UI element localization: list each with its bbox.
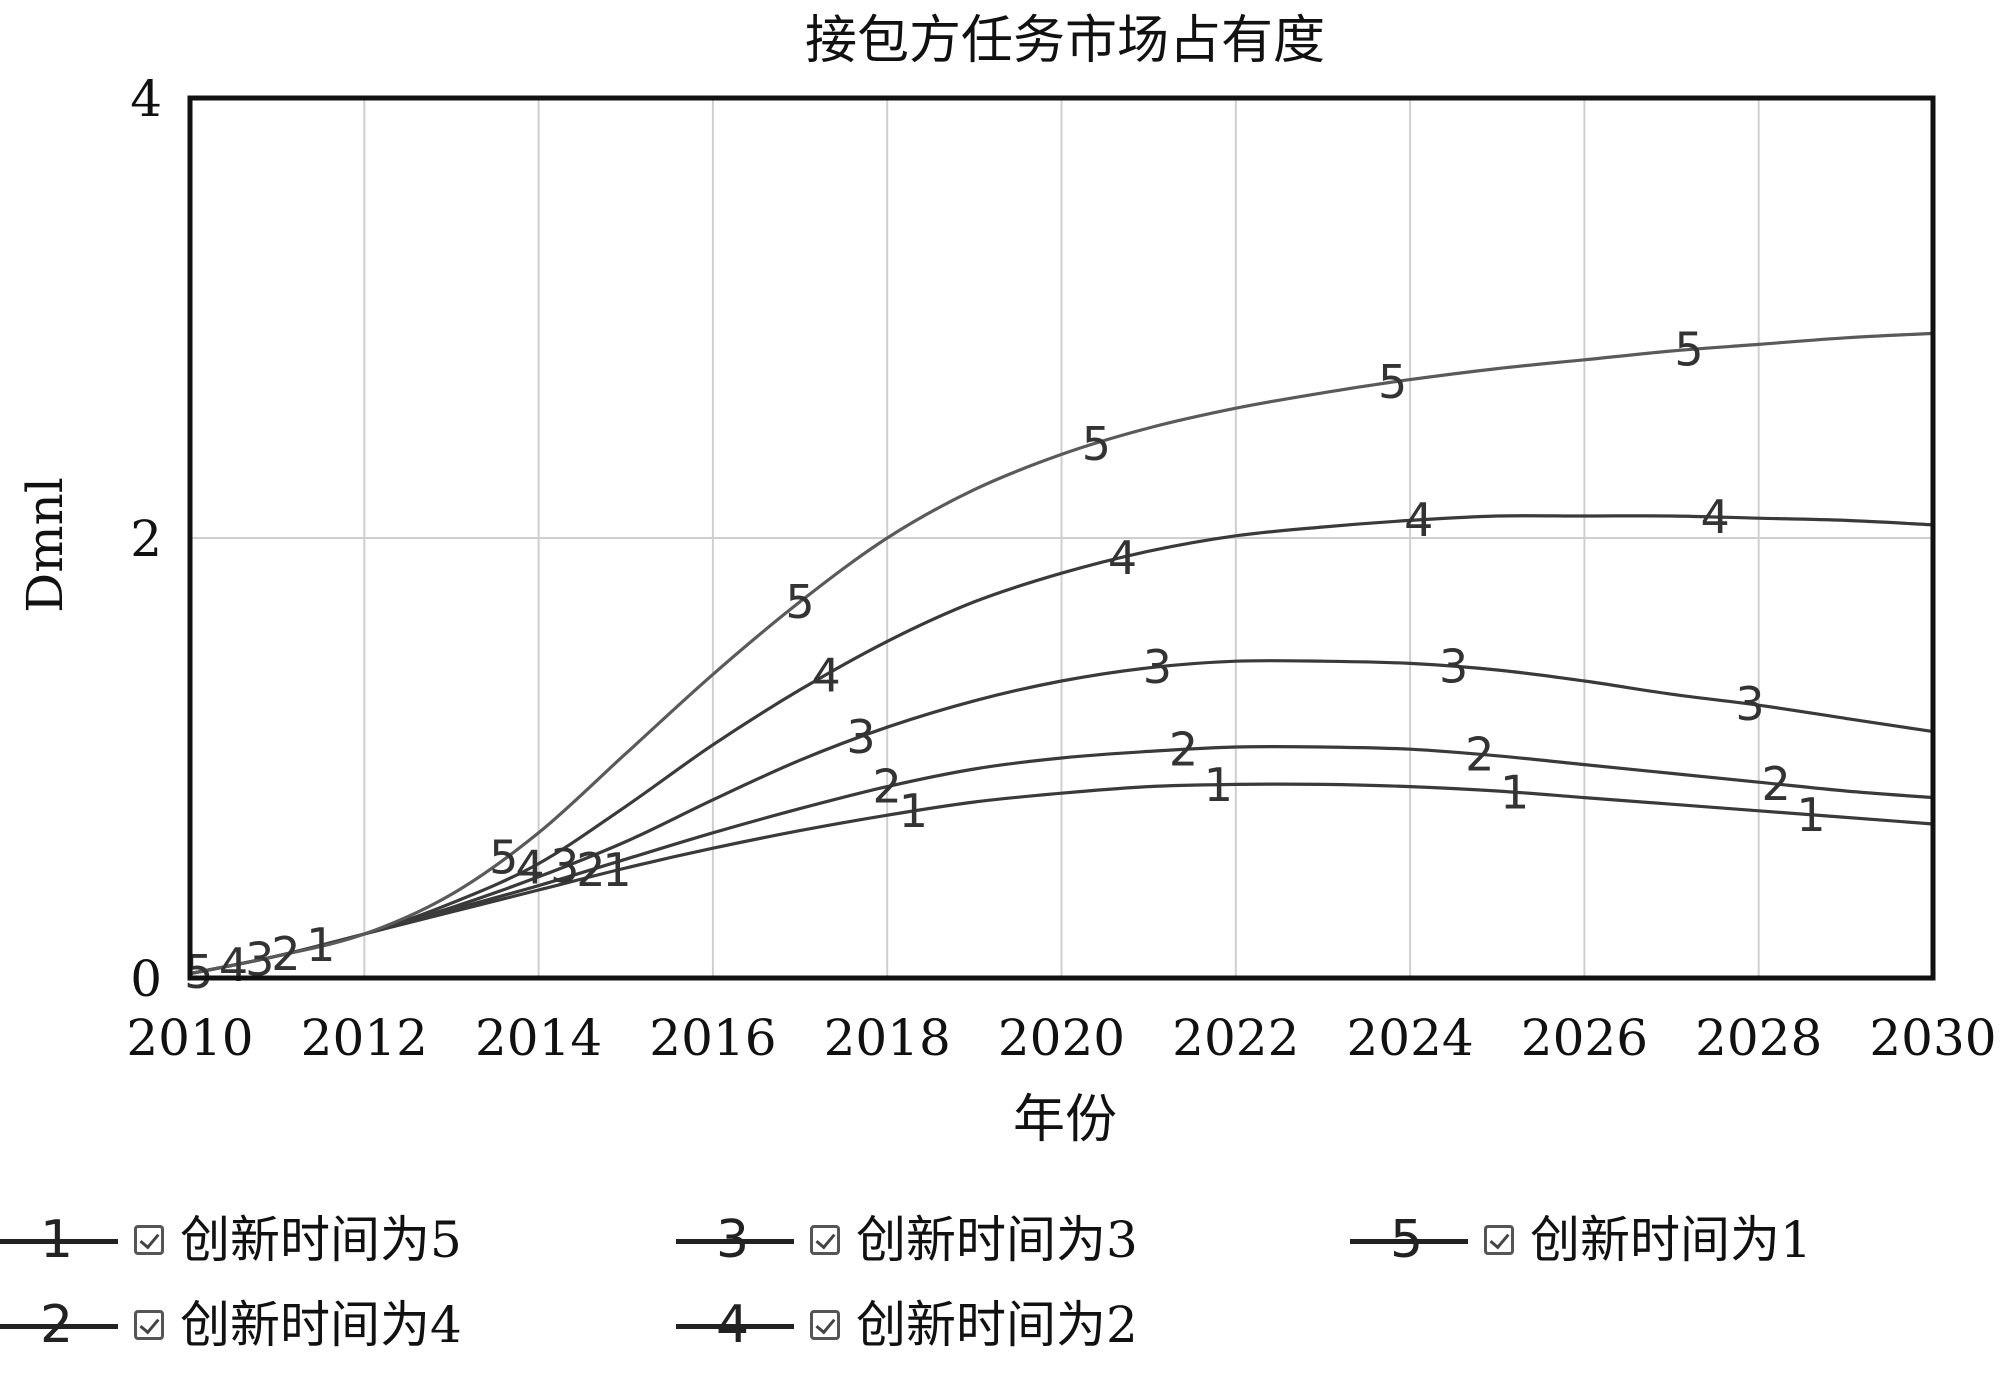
legend: 1 创新时间为5 3 创新时间为3 5 创新时间为1 2 创新时间为4: [0, 1205, 2000, 1381]
series-marker-label: 3: [1735, 677, 1764, 731]
x-tick-label: 2016: [649, 1009, 776, 1067]
y-tick-label: 2: [130, 510, 162, 568]
axis-ticks: 2010 2012 2014 2016 2018 2020 2022 2024 2026 2028…: [126, 70, 1996, 1067]
x-axis-title: 年份: [1013, 1090, 1117, 1150]
series-marker-label: 5: [489, 830, 518, 884]
series-marker-label: 4: [515, 841, 544, 895]
series-marker-label: 3: [550, 839, 579, 893]
legend-line-swatch: 3: [676, 1205, 796, 1275]
x-tick-label: 2018: [824, 1009, 951, 1067]
series-marker-label: 2: [1169, 723, 1198, 777]
chart-title: 接包方任务市场占有度: [805, 11, 1325, 71]
x-tick-label: 2020: [998, 1009, 1125, 1067]
series-marker-label: 2: [873, 760, 902, 814]
checkbox-icon[interactable]: [134, 1310, 164, 1340]
checkbox-icon[interactable]: [134, 1225, 164, 1255]
legend-marker: 2: [40, 1295, 74, 1355]
series-marker-label: 1: [1204, 758, 1233, 812]
series-marker-label: 2: [576, 843, 605, 897]
x-tick-label: 2028: [1695, 1009, 1822, 1067]
legend-item[interactable]: 1 创新时间为5: [0, 1205, 462, 1275]
x-tick-label: 2012: [301, 1009, 428, 1067]
series-line: [189, 782, 1934, 976]
legend-label: 创新时间为2: [856, 1296, 1138, 1354]
series-marker-label: 5: [785, 575, 814, 629]
legend-label: 创新时间为5: [180, 1211, 462, 1269]
series-marker-label: 1: [1500, 765, 1529, 819]
series-line: [189, 659, 1934, 976]
x-tick-label: 2010: [126, 1009, 253, 1067]
legend-label: 创新时间为1: [1530, 1211, 1812, 1269]
grid: [189, 97, 1934, 979]
legend-marker: 1: [40, 1210, 74, 1270]
x-tick-label: 2022: [1172, 1009, 1299, 1067]
legend-label: 创新时间为3: [856, 1211, 1138, 1269]
x-tick-label: 2030: [1869, 1009, 1996, 1067]
series-marker-label: 5: [1674, 323, 1703, 377]
legend-item[interactable]: 3 创新时间为3: [676, 1205, 1138, 1275]
series-marker-label: 2: [1761, 757, 1790, 811]
legend-item[interactable]: 5 创新时间为1: [1350, 1205, 1812, 1275]
x-tick-label: 2024: [1346, 1009, 1473, 1067]
legend-line-swatch: 5: [1350, 1205, 1470, 1275]
y-axis-title: Dmnl: [16, 477, 74, 613]
legend-item[interactable]: 2 创新时间为4: [0, 1290, 462, 1360]
series-line: [189, 744, 1934, 976]
series-marker-label: 5: [1378, 355, 1407, 409]
plot-frame: [187, 95, 1936, 981]
x-tick-label: 2014: [475, 1009, 602, 1067]
series-marker-label: 4: [812, 648, 841, 702]
legend-line-swatch: 4: [676, 1290, 796, 1360]
series-marker-label: 3: [1439, 640, 1468, 694]
checkbox-icon[interactable]: [810, 1225, 840, 1255]
series-marker-label: 1: [1796, 788, 1825, 842]
legend-line-swatch: 1: [0, 1205, 120, 1275]
y-tick-label: 0: [130, 950, 162, 1008]
checkbox-icon[interactable]: [810, 1310, 840, 1340]
series-marker-label: 3: [1143, 640, 1172, 694]
series-line: [189, 514, 1934, 976]
checkbox-icon[interactable]: [1484, 1225, 1514, 1255]
series-marker-label: 4: [219, 938, 248, 992]
series-marker-label: 5: [1082, 417, 1111, 471]
series-marker-label: 4: [1108, 531, 1137, 585]
legend-line-swatch: 2: [0, 1290, 120, 1360]
series-marker-label: 1: [899, 784, 928, 838]
legend-marker: 4: [716, 1295, 750, 1355]
legend-marker: 5: [1390, 1210, 1424, 1270]
series-marker-label: 4: [1700, 490, 1729, 544]
series-line: [189, 331, 1934, 976]
legend-item[interactable]: 4 创新时间为2: [676, 1290, 1138, 1360]
series-marker-label: 4: [1404, 493, 1433, 547]
series-marker-label: 1: [602, 843, 631, 897]
legend-marker: 3: [716, 1210, 750, 1270]
series-lines: [189, 331, 1934, 976]
series-marker-label: 1: [306, 918, 335, 972]
y-tick-label: 4: [130, 70, 162, 128]
series-marker-label: 2: [1465, 727, 1494, 781]
legend-label: 创新时间为4: [180, 1296, 462, 1354]
series-marker-label: 2: [271, 927, 300, 981]
series-marker-label: 3: [846, 710, 875, 764]
x-tick-label: 2026: [1521, 1009, 1648, 1067]
